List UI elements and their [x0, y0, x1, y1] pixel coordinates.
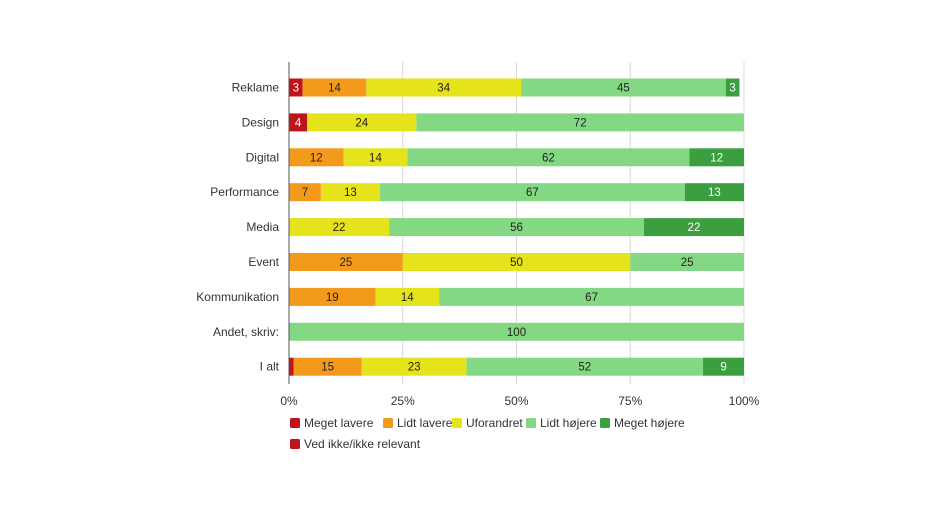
- legend-label: Meget lavere: [304, 416, 374, 430]
- bar-value-label: 9: [720, 362, 726, 374]
- bar-value-label: 22: [333, 222, 346, 234]
- bar-value-label: 72: [574, 117, 587, 129]
- legend-swatch: [290, 418, 300, 428]
- legend-item: Lidt lavere: [383, 416, 453, 430]
- legend-swatch: [383, 418, 393, 428]
- legend-label: Uforandret: [466, 416, 523, 430]
- category-label: Andet, skriv:: [213, 325, 279, 339]
- category-label: Kommunikation: [196, 290, 279, 304]
- bar-value-label: 52: [578, 362, 591, 374]
- bar-value-label: 3: [293, 83, 299, 95]
- legend-label: Lidt højere: [540, 416, 597, 430]
- bar-value-label: 100: [507, 327, 526, 339]
- bar-value-label: 7: [302, 187, 308, 199]
- bar-value-label: 14: [401, 292, 414, 304]
- x-tick-label: 0%: [280, 394, 298, 408]
- category-labels: Reklame Design Digital Performance Media Even…: [196, 81, 279, 374]
- bar-segment: [466, 357, 704, 376]
- bar-segment: [439, 287, 744, 306]
- bar-segment: [302, 78, 367, 97]
- legend-item: Meget højere: [600, 416, 685, 430]
- bar-segment: [289, 148, 344, 167]
- bar-segment: [416, 113, 744, 132]
- bar-value-label: 34: [437, 83, 450, 95]
- legend-item: Lidt højere: [526, 416, 597, 430]
- category-label: Design: [242, 115, 279, 129]
- bar-segment: [289, 183, 321, 202]
- bar-segment: [689, 148, 744, 167]
- x-tick-label: 50%: [504, 394, 528, 408]
- legend-swatch: [526, 418, 536, 428]
- category-label: I alt: [260, 360, 280, 374]
- bar-segment: [725, 78, 740, 97]
- category-label: Performance: [210, 185, 279, 199]
- bar-value-label: 13: [344, 187, 357, 199]
- bar-value-label: 3: [729, 83, 735, 95]
- bar-value-label: 25: [339, 257, 352, 269]
- bar-segment: [630, 253, 744, 271]
- bar-segment: [407, 148, 690, 167]
- bar-segment: [343, 148, 408, 167]
- bar-segment: [289, 113, 308, 132]
- legend-label: Meget højere: [614, 416, 685, 430]
- bar-segment: [293, 357, 362, 376]
- bar-value-label: 13: [708, 187, 721, 199]
- bar-value-label: 12: [710, 152, 723, 164]
- legend-swatch: [600, 418, 610, 428]
- bar-segment: [307, 113, 417, 132]
- bar-value-label: 50: [510, 257, 523, 269]
- bar-value-label: 67: [526, 187, 539, 199]
- bar-value-label: 15: [321, 362, 334, 374]
- category-label: Digital: [246, 150, 279, 164]
- bar-segment: [289, 78, 303, 97]
- bar-value-label: 19: [326, 292, 339, 304]
- bar-segment: [703, 357, 744, 376]
- bar-value-label: 23: [408, 362, 421, 374]
- bar-value-label: 45: [617, 83, 630, 95]
- bar-value-label: 24: [355, 117, 368, 129]
- legend-item: Ved ikke/ikke relevant: [290, 437, 421, 451]
- bar-segment: [389, 218, 644, 237]
- bar-segment: [361, 357, 467, 376]
- bar-value-label: 67: [585, 292, 598, 304]
- bar-segment: [320, 183, 380, 202]
- bar-segment: [289, 287, 376, 306]
- x-tick-labels: 0% 25% 50% 75% 100%: [280, 394, 759, 408]
- category-label: Event: [248, 255, 279, 269]
- bar-segment: [521, 78, 726, 97]
- bar-value-label: 14: [369, 152, 382, 164]
- bar-value-label: 14: [328, 83, 341, 95]
- bar-segment: [375, 287, 440, 306]
- bar-segment: [289, 218, 390, 237]
- category-label: Reklame: [232, 81, 280, 95]
- bar-segment: [366, 78, 522, 97]
- x-tick-label: 25%: [391, 394, 415, 408]
- bar-value-label: 25: [681, 257, 694, 269]
- bar-segment: [289, 253, 403, 271]
- legend-swatch: [452, 418, 462, 428]
- bar-segment: [643, 218, 744, 237]
- legend-label: Lidt lavere: [397, 416, 453, 430]
- bar-value-label: 56: [510, 222, 523, 234]
- bar-segment: [684, 183, 744, 202]
- legend-item: Meget lavere: [290, 416, 374, 430]
- category-label: Media: [246, 220, 279, 234]
- legend-item: Uforandret: [452, 416, 523, 430]
- bar-value-label: 22: [688, 222, 701, 234]
- bar-segment: [289, 322, 744, 341]
- x-tick-label: 100%: [729, 394, 760, 408]
- bar-segment: [402, 253, 631, 271]
- legend-swatch: [290, 439, 300, 449]
- bar-value-label: 62: [542, 152, 555, 164]
- bar-segment: [289, 357, 294, 376]
- bar-value-label: 4: [295, 117, 302, 129]
- bar-segment: [380, 183, 685, 202]
- x-tick-label: 75%: [618, 394, 642, 408]
- bar-value-label: 12: [310, 152, 323, 164]
- legend-label: Ved ikke/ikke relevant: [304, 437, 421, 451]
- legend: Meget lavere Lidt lavere Uforandret Lidt hø…: [290, 416, 685, 451]
